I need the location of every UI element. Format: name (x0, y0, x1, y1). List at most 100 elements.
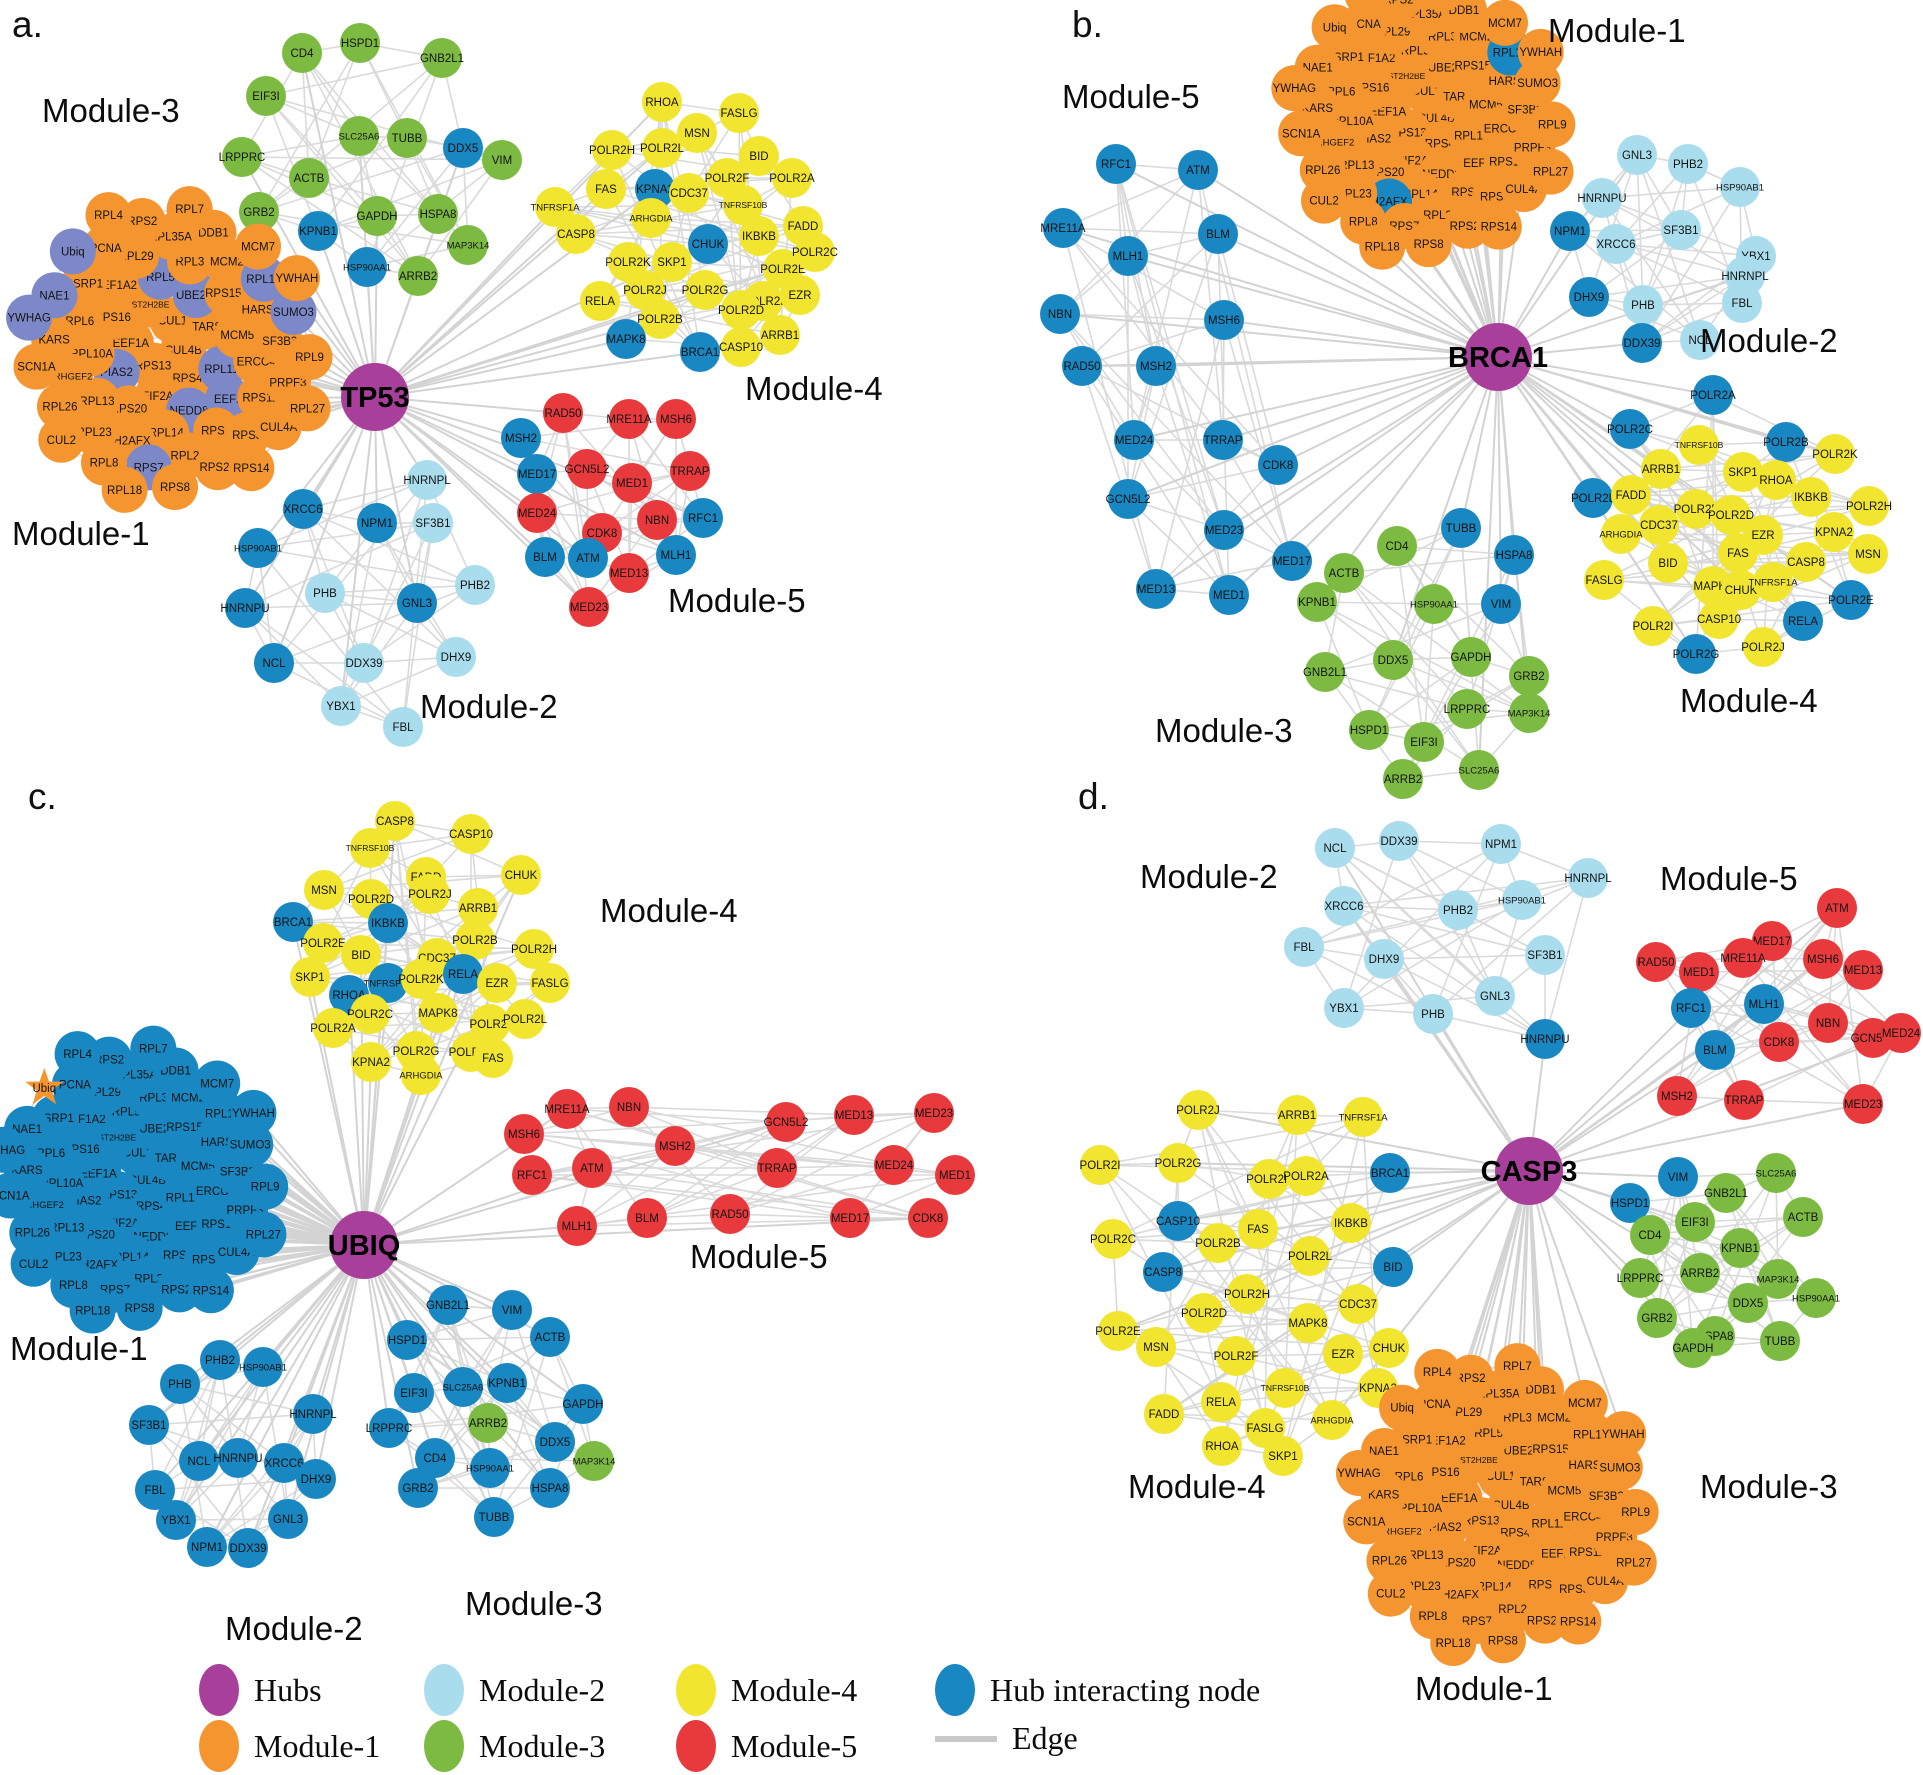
node-PHB[interactable]: PHB (160, 1364, 200, 1404)
node-PHB[interactable]: PHB (1623, 285, 1663, 325)
node-MRE11A[interactable]: MRE11A (1040, 208, 1086, 248)
node-RAD50[interactable]: RAD50 (710, 1194, 750, 1234)
node-HNRNPU[interactable]: HNRNPU (220, 588, 270, 628)
node-XRCC6[interactable]: XRCC6 (1324, 886, 1364, 926)
node-MSH2[interactable]: MSH2 (1136, 346, 1176, 386)
node-NCL[interactable]: NCL (254, 643, 294, 683)
node-YWHAH[interactable]: YWHAH (1600, 1411, 1647, 1458)
node-MSH6[interactable]: MSH6 (504, 1114, 544, 1154)
node-RPL4[interactable]: RPL4 (54, 1031, 101, 1078)
node-CHUK[interactable]: CHUK (688, 224, 728, 264)
node-ACTB[interactable]: ACTB (1783, 1197, 1823, 1237)
node-FAS[interactable]: FAS (1718, 533, 1758, 573)
node-HSP90AA1[interactable]: HSP90AA1 (466, 1448, 514, 1488)
node-SLC25A6[interactable]: SLC25A6 (1459, 750, 1500, 790)
node-GRB2[interactable]: GRB2 (1637, 1298, 1677, 1338)
node-MED24[interactable]: MED24 (1114, 420, 1154, 460)
node-HSPA8[interactable]: HSPA8 (418, 194, 458, 234)
node-RPS8[interactable]: RPS8 (1405, 221, 1452, 268)
node-XRCC6[interactable]: XRCC6 (283, 489, 323, 529)
node-POLR2H[interactable]: POLR2H (511, 929, 557, 969)
node-VIM[interactable]: VIM (492, 1290, 532, 1330)
node-ATM[interactable]: ATM (568, 538, 608, 578)
node-RPL18[interactable]: RPL18 (69, 1287, 116, 1334)
node-VIM[interactable]: VIM (482, 140, 522, 180)
node-MED24[interactable]: MED24 (517, 493, 557, 533)
node-POLR2L[interactable]: POLR2L (503, 999, 548, 1039)
node-ARRB1[interactable]: ARRB1 (1277, 1095, 1317, 1135)
node-SKP1[interactable]: SKP1 (1263, 1436, 1303, 1476)
node-DDX39[interactable]: DDX39 (228, 1528, 268, 1568)
node-CD4[interactable]: CD4 (1377, 526, 1417, 566)
node-HSPA8[interactable]: HSPA8 (530, 1468, 570, 1508)
node-RFC1[interactable]: RFC1 (683, 498, 723, 538)
node-MLH1[interactable]: MLH1 (557, 1206, 597, 1246)
node-TUBB[interactable]: TUBB (1760, 1321, 1800, 1361)
node-GRB2[interactable]: GRB2 (398, 1468, 438, 1508)
node-DHX9[interactable]: DHX9 (1569, 277, 1609, 317)
node-MED1[interactable]: MED1 (612, 463, 652, 503)
node-CASP10[interactable]: CASP10 (719, 327, 763, 367)
node-POLR2E[interactable]: POLR2E (1828, 580, 1874, 620)
node-GNL3[interactable]: GNL3 (1617, 135, 1657, 175)
node-KPNA2[interactable]: KPNA2 (351, 1042, 391, 1082)
node-RPS14[interactable]: RPS14 (187, 1267, 234, 1314)
node-CASP10[interactable]: CASP10 (449, 814, 493, 854)
node-RPS8[interactable]: RPS8 (1479, 1617, 1526, 1664)
node-GRB2[interactable]: GRB2 (1509, 656, 1549, 696)
node-EZR[interactable]: EZR (477, 963, 517, 1003)
node-MED1[interactable]: MED1 (1679, 952, 1719, 992)
node-TNFRSF10B[interactable]: TNFRSF10B (1675, 425, 1724, 465)
node-RPL4[interactable]: RPL4 (85, 192, 132, 239)
node-GCN5L2[interactable]: GCN5L2 (565, 449, 610, 489)
node-MCM7[interactable]: MCM7 (1482, 0, 1529, 46)
node-ACTB[interactable]: ACTB (530, 1317, 570, 1357)
node-CD4[interactable]: CD4 (1630, 1215, 1670, 1255)
node-RPL27[interactable]: RPL27 (1610, 1539, 1657, 1586)
node-MED13[interactable]: MED13 (834, 1095, 874, 1135)
node-VIM[interactable]: VIM (1658, 1157, 1698, 1197)
node-ARRB2[interactable]: ARRB2 (1680, 1253, 1720, 1293)
node-HSP90AA1[interactable]: HSP90AA1 (1792, 1278, 1840, 1318)
node-RPL9[interactable]: RPL9 (1612, 1489, 1659, 1536)
node-RFC1[interactable]: RFC1 (512, 1155, 552, 1195)
node-SF3B1[interactable]: SF3B1 (1525, 935, 1565, 975)
node-MED23[interactable]: MED23 (569, 587, 609, 627)
node-DDX39[interactable]: DDX39 (1379, 821, 1419, 861)
node-TRRAP[interactable]: TRRAP (1203, 420, 1243, 460)
node-ARRB2[interactable]: ARRB2 (1383, 759, 1423, 799)
node-CDK8[interactable]: CDK8 (1759, 1022, 1799, 1062)
node-MCM7[interactable]: MCM7 (194, 1060, 241, 1107)
node-NBN[interactable]: NBN (609, 1087, 649, 1127)
node-RPL27[interactable]: RPL27 (1527, 148, 1574, 195)
node-CDC37[interactable]: CDC37 (1639, 505, 1679, 545)
node-BID[interactable]: BID (1648, 543, 1688, 583)
node-Ubiq[interactable]: Ubiq (49, 228, 96, 275)
node-SLC25A6[interactable]: SLC25A6 (339, 116, 380, 156)
node-MED17[interactable]: MED17 (1272, 541, 1312, 581)
node-POLR2E[interactable]: POLR2E (1095, 1311, 1141, 1351)
node-RPL7[interactable]: RPL7 (1494, 1343, 1541, 1390)
node-RFC1[interactable]: RFC1 (1671, 988, 1711, 1028)
node-NPM1[interactable]: NPM1 (1481, 824, 1521, 864)
node-POLR2H[interactable]: POLR2H (1846, 486, 1892, 526)
node-MED24[interactable]: MED24 (1881, 1013, 1921, 1053)
node-DHX9[interactable]: DHX9 (1364, 939, 1404, 979)
node-CUL2[interactable]: CUL2 (10, 1240, 57, 1287)
node-RPL7[interactable]: RPL7 (166, 186, 213, 233)
node-RPS14[interactable]: RPS14 (1475, 203, 1522, 250)
node-XRCC6[interactable]: XRCC6 (1596, 224, 1636, 264)
node-TUBB[interactable]: TUBB (474, 1497, 514, 1537)
node-FASLG[interactable]: FASLG (1584, 560, 1624, 600)
node-TRRAP[interactable]: TRRAP (1724, 1080, 1764, 1120)
node-CASP8[interactable]: CASP8 (1143, 1252, 1183, 1292)
node-IKBKB[interactable]: IKBKB (1331, 1203, 1371, 1243)
node-EIF3I[interactable]: EIF3I (1404, 722, 1444, 762)
node-RELA[interactable]: RELA (1201, 1382, 1241, 1422)
node-PHB[interactable]: PHB (1413, 994, 1453, 1034)
node-TRRAP[interactable]: TRRAP (670, 451, 710, 491)
node-FASLG[interactable]: FASLG (530, 963, 570, 1003)
node-GNL3[interactable]: GNL3 (397, 583, 437, 623)
node-RPL9[interactable]: RPL9 (286, 334, 333, 381)
node-PHB[interactable]: PHB (305, 573, 345, 613)
